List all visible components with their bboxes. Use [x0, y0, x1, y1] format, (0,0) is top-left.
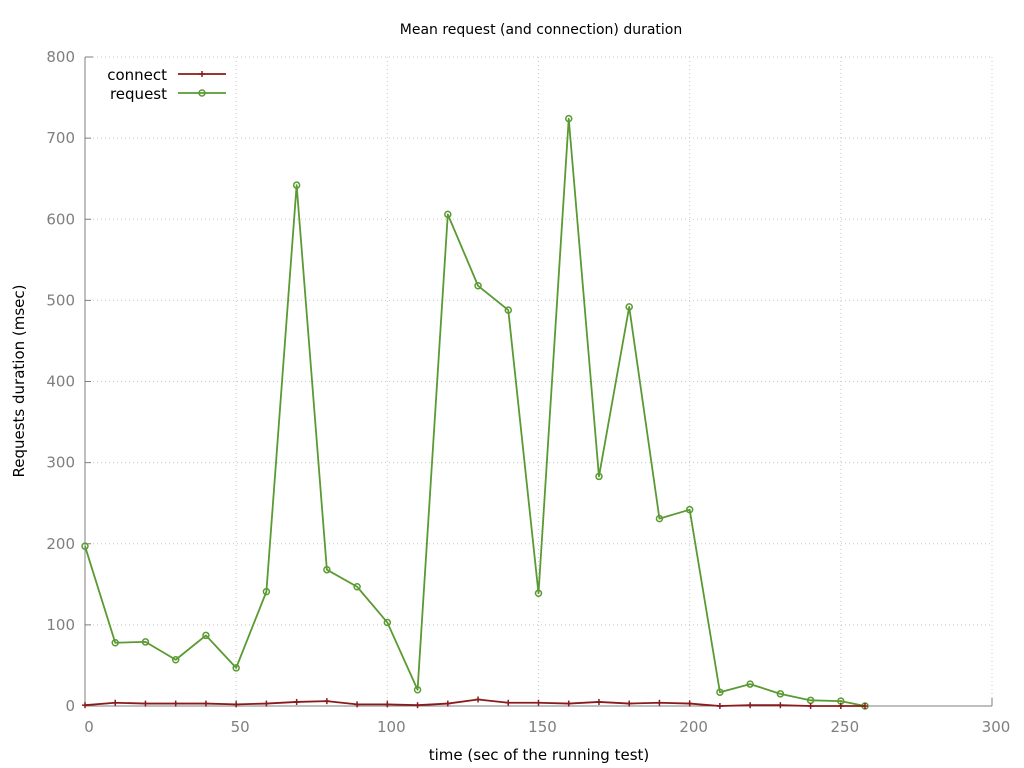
data-point-connect — [686, 700, 693, 707]
data-point-request — [504, 306, 513, 314]
data-point-request — [534, 589, 543, 597]
series-line-request — [84, 117, 866, 707]
data-point-request — [202, 631, 210, 640]
y-tick-label: 400 — [46, 373, 75, 391]
data-point-connect — [354, 701, 361, 708]
data-point-request — [232, 664, 240, 672]
y-tick-label: 200 — [46, 535, 75, 553]
y-tick-label: 100 — [46, 616, 75, 634]
legend-marker-connect — [199, 71, 205, 77]
data-point-connect — [777, 702, 784, 709]
data-point-connect — [807, 703, 814, 709]
data-point-request — [141, 638, 150, 646]
legend-marker-request — [198, 89, 206, 97]
data-point-connect — [112, 699, 119, 706]
series-layer — [81, 114, 869, 710]
data-point-request — [262, 587, 271, 596]
x-axis-label: time (sec of the running test) — [429, 746, 650, 764]
data-point-request — [413, 686, 422, 694]
x-tick-label: 200 — [679, 718, 708, 736]
data-point-request — [353, 582, 361, 591]
y-tick-label: 0 — [65, 697, 75, 715]
ticks-layer: 0 100 200 300 400 500 600 700 800 0 50 100 150 200 250… — [46, 48, 1010, 736]
data-point-connect — [263, 700, 270, 707]
data-point-connect — [565, 700, 572, 707]
legend: connect request — [107, 66, 226, 103]
data-point-connect — [656, 699, 663, 706]
data-point-connect — [862, 703, 869, 709]
data-point-connect — [475, 696, 482, 703]
x-tick-label: 0 — [84, 718, 94, 736]
x-tick-label: 300 — [982, 718, 1011, 736]
x-tick-label: 150 — [528, 718, 557, 736]
data-point-connect — [142, 700, 149, 707]
x-tick-label: 50 — [231, 718, 250, 736]
data-point-connect — [384, 701, 391, 708]
y-tick-label: 700 — [46, 129, 75, 147]
data-point-connect — [716, 703, 723, 709]
data-point-connect — [293, 698, 300, 705]
data-point-request — [595, 472, 603, 481]
y-axis-label: Requests duration (msec) — [10, 284, 28, 477]
data-point-connect — [505, 699, 512, 706]
data-point-request — [655, 514, 664, 523]
chart-title: Mean request (and connection) duration — [400, 22, 682, 38]
legend-label-request: request — [110, 85, 167, 103]
data-point-connect — [323, 698, 330, 705]
data-point-request — [564, 114, 573, 123]
data-point-request — [383, 618, 392, 627]
data-point-connect — [535, 699, 542, 706]
data-point-request — [625, 303, 633, 311]
data-point-request — [746, 680, 754, 688]
y-tick-label: 300 — [46, 454, 75, 472]
data-point-connect — [414, 702, 421, 709]
data-point-connect — [626, 700, 633, 707]
data-point-request — [171, 656, 180, 664]
data-point-connect — [837, 703, 844, 709]
data-point-connect — [82, 702, 88, 709]
legend-label-connect: connect — [107, 66, 167, 84]
data-point-request — [81, 542, 89, 550]
data-point-connect — [172, 700, 179, 707]
data-point-request — [444, 210, 452, 219]
x-tick-label: 100 — [377, 718, 406, 736]
data-point-request — [685, 505, 694, 514]
data-point-connect — [444, 700, 451, 707]
grid-layer — [85, 56, 993, 706]
data-point-connect — [747, 702, 754, 709]
series-connect — [82, 696, 869, 709]
data-point-request — [474, 282, 482, 290]
series-request — [81, 114, 869, 710]
data-point-request — [111, 638, 119, 647]
y-tick-label: 800 — [46, 48, 75, 66]
data-point-request — [716, 688, 724, 696]
data-point-request — [323, 565, 331, 574]
data-point-connect — [595, 698, 602, 705]
data-point-request — [292, 181, 301, 189]
data-point-connect — [233, 701, 240, 708]
x-tick-label: 250 — [831, 718, 860, 736]
y-tick-label: 500 — [46, 291, 75, 309]
y-tick-label: 600 — [46, 210, 75, 228]
data-point-connect — [202, 700, 209, 707]
data-point-request — [776, 690, 785, 698]
